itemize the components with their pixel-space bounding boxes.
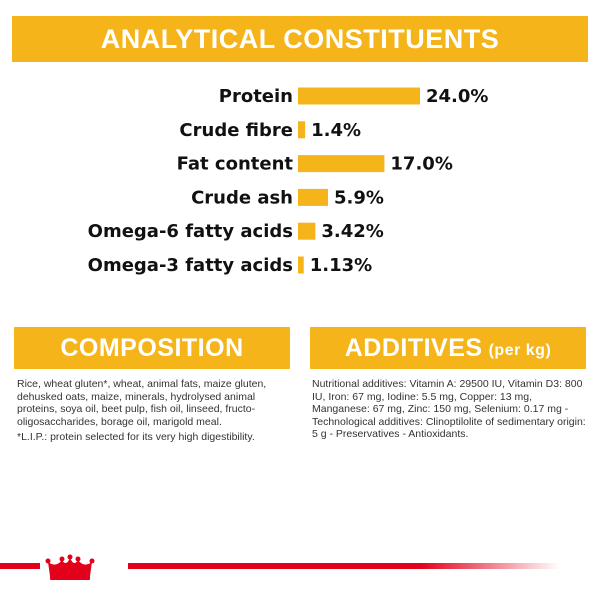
footer-red-line [0,563,560,569]
value-label: 1.4% [311,120,361,141]
analytical-constituents-title: ANALYTICAL CONSTITUENTS [100,23,500,54]
additives-text: Nutritional additives: Vitamin A: 29500 … [312,378,586,440]
value-label: 17.0% [390,154,452,175]
bar [298,121,306,139]
category-label: Crude fibre [179,120,293,141]
bar [298,256,304,274]
footer-brand-strip [0,554,560,580]
category-label: Crude ash [191,187,293,208]
analytical-constituents-banner: ANALYTICAL CONSTITUENTS [12,16,588,62]
composition-note: *L.I.P.: protein selected for its very h… [17,431,255,443]
composition-banner: COMPOSITION [14,327,290,369]
value-label: 3.42% [321,221,383,242]
bar [298,188,328,206]
additives-banner: ADDITIVES (per kg) [310,327,586,369]
category-label: Omega-3 fatty acids [88,255,293,276]
crown-logo-icon [40,554,128,580]
category-label: Protein [219,86,293,107]
bar [298,155,385,173]
composition-title: COMPOSITION [60,333,244,362]
bar [298,87,420,105]
additives-title: ADDITIVES [344,333,483,362]
value-label: 5.9% [334,187,384,208]
value-label: 1.13% [310,255,372,276]
constituents-chart: Protein 24.0% Crude fibre 1.4% Fat content 17… [88,86,489,276]
bar [298,222,316,240]
composition-text: Rice, wheat gluten*, wheat, animal fats,… [17,378,267,428]
category-label: Fat content [177,154,294,175]
additives-unit: (per kg) [488,341,552,359]
category-label: Omega-6 fatty acids [88,221,293,242]
value-label: 24.0% [426,86,488,107]
